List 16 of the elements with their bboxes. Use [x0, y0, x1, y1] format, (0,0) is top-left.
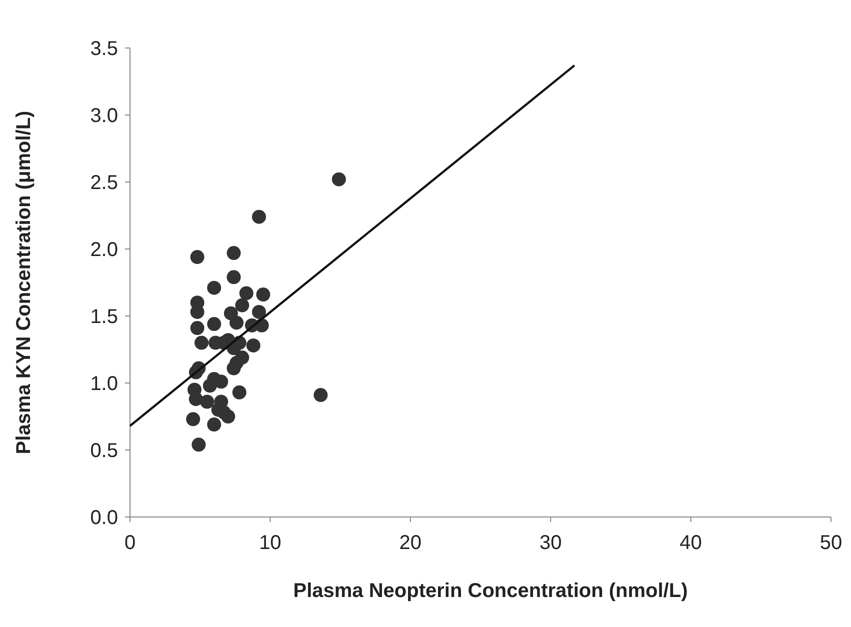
- y-tick-label: 2.0: [90, 239, 118, 261]
- x-tick-label: 0: [124, 532, 136, 554]
- y-tick-label: 3.5: [90, 38, 118, 60]
- y-tick-label: 1.5: [90, 306, 118, 328]
- y-tick-label: 0.0: [90, 507, 118, 529]
- y-tick-label: 0.5: [90, 440, 118, 462]
- y-tick-label: 2.5: [90, 172, 118, 194]
- x-tick-label: 10: [259, 532, 282, 554]
- y-tick-label: 1.0: [90, 373, 118, 395]
- y-axis-title: Plasma KYN Concentration (μmol/L): [13, 110, 35, 454]
- x-axis-title: Plasma Neopterin Concentration (nmol/L): [293, 580, 688, 602]
- x-tick-label: 30: [539, 532, 562, 554]
- x-tick-label: 20: [399, 532, 422, 554]
- y-tick-label: 3.0: [90, 105, 118, 127]
- x-tick-label: 40: [680, 532, 702, 554]
- x-tick-label: 50: [820, 532, 842, 554]
